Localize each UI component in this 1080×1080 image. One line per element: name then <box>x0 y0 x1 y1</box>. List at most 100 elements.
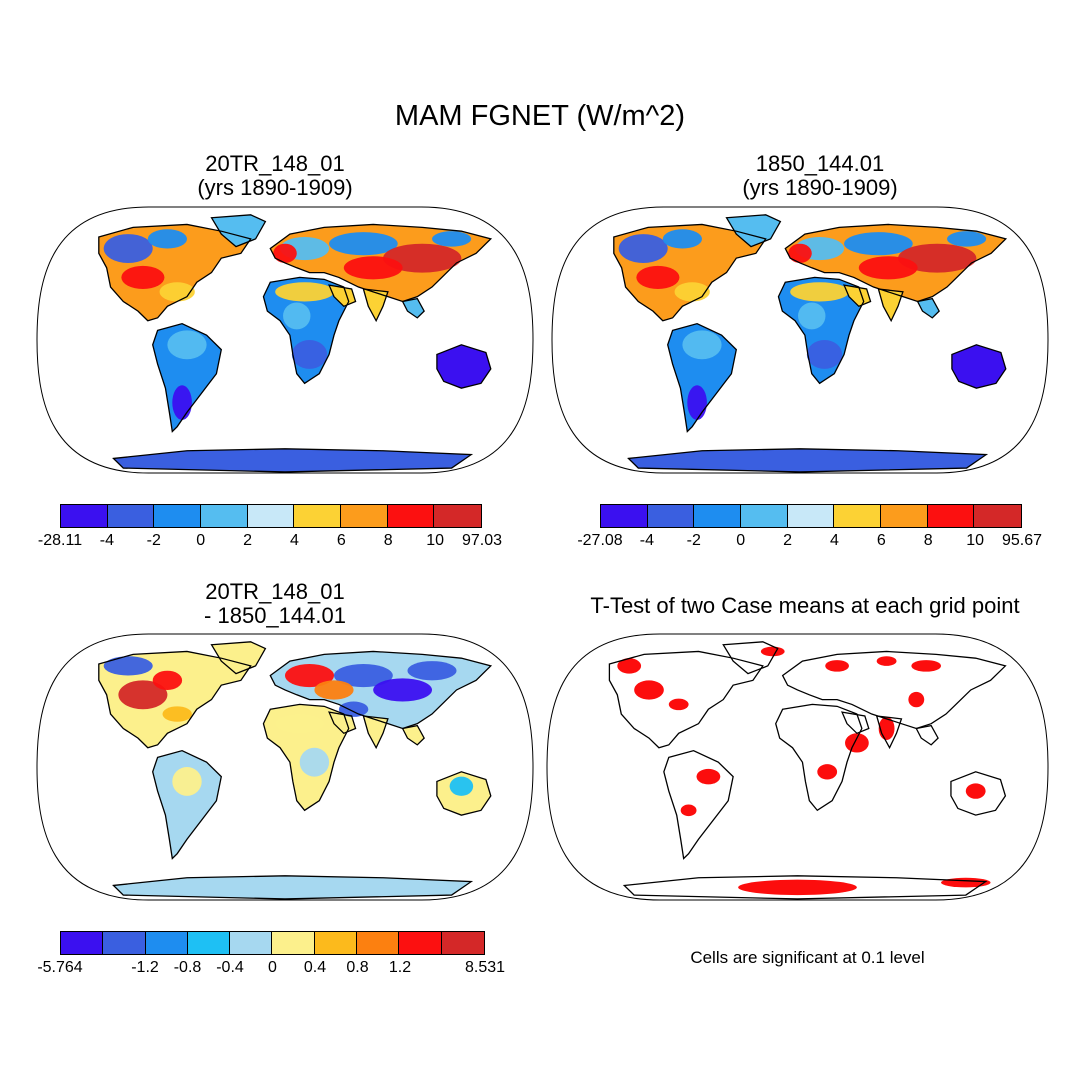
colorbar-box <box>272 932 315 954</box>
field-patch <box>172 767 202 796</box>
colorbar-label: 0.4 <box>303 959 327 976</box>
colorbar-box <box>434 505 482 527</box>
colorbar-label: -2 <box>146 532 161 549</box>
colorbar-label: 4 <box>829 532 839 549</box>
colorbar-box <box>145 932 188 954</box>
colorbar-label: 8 <box>383 532 393 549</box>
land-group <box>608 641 1007 900</box>
colorbar-label: -27.08 <box>577 532 623 549</box>
field-patch <box>449 776 474 796</box>
coastline-arabia <box>328 711 357 735</box>
colorbar-box <box>927 505 975 527</box>
map-border <box>546 633 1049 901</box>
coastline-southAmerica <box>663 749 734 860</box>
coastline-antarctica <box>112 448 474 473</box>
panel-2-title: 1850_144.01 (yrs 1890-1909) <box>680 152 960 200</box>
colorbar-box <box>107 505 155 527</box>
coastline-africa <box>775 703 863 812</box>
coastline-southAmerica <box>152 322 223 433</box>
field-patch <box>314 680 354 700</box>
land-australia <box>436 344 491 389</box>
panel-4-title-line1: T-Test of two Case means at each grid po… <box>590 593 1020 618</box>
colorbar-boxes <box>60 931 485 955</box>
colorbar-box <box>399 932 442 954</box>
coastline-europeAsia <box>781 650 1007 730</box>
coastline-australia <box>950 771 1007 816</box>
coastline-northAmerica <box>613 223 767 322</box>
field-patch <box>947 231 987 247</box>
coastline-seAsia <box>401 724 425 746</box>
colorbar-box <box>201 505 248 527</box>
land-antarctica <box>628 448 987 472</box>
colorbar-label: 8.531 <box>464 959 506 976</box>
land-india <box>363 288 388 321</box>
colorbar-boxes <box>600 504 1022 528</box>
map-content <box>608 641 1007 900</box>
colorbar-label: -1.2 <box>131 959 159 976</box>
panel-1-title-line2: (yrs 1890-1909) <box>197 175 353 200</box>
field-patch <box>687 385 707 420</box>
field-patch <box>738 879 857 896</box>
field-patch <box>121 265 165 289</box>
map-border <box>36 633 534 901</box>
coastline-greenland <box>210 641 267 675</box>
colorbar-label: 1.2 <box>388 959 412 976</box>
colorbar-label: 0 <box>196 532 206 549</box>
colorbar-panel-3: -5.764 -1.2 -0.8 -0.4 0 0.4 0.8 1.2 8.531 <box>37 931 505 981</box>
coastline-india <box>362 288 389 323</box>
coastline-africa <box>777 276 865 385</box>
colorbar-label: 0.8 <box>346 959 369 976</box>
field-patch <box>103 234 153 263</box>
coastline-australia <box>951 344 1007 389</box>
coastline-seAsia <box>915 724 939 746</box>
field-patch <box>788 243 812 263</box>
colorbar-label: -2 <box>686 532 701 549</box>
land-group <box>613 214 1008 473</box>
field-patch <box>273 243 297 263</box>
field-patch <box>760 646 785 657</box>
land-seAsia <box>916 725 939 745</box>
coastline-india <box>875 715 903 750</box>
colorbar-label: 6 <box>876 532 886 549</box>
field-patch <box>876 656 897 666</box>
field-patch <box>334 663 393 688</box>
map-panel-2 <box>551 206 1049 474</box>
panel-2-title-line1: 1850_144.01 <box>755 151 885 176</box>
colorbar-label: 6 <box>336 532 346 549</box>
coastline-greenland <box>210 214 267 248</box>
map-border <box>551 206 1049 474</box>
colorbar-label: 8 <box>923 532 933 549</box>
coastline-africa <box>262 703 350 812</box>
colorbar-label: -28.11 <box>37 532 83 549</box>
land-northAmerica <box>98 651 251 748</box>
colorbar-label: 2 <box>783 532 792 549</box>
colorbar-label: 4 <box>289 532 299 549</box>
field-patch <box>338 701 369 717</box>
land-india <box>363 715 388 748</box>
coastline-australia <box>436 344 492 389</box>
field-patch <box>682 330 722 360</box>
field-patch <box>118 680 168 710</box>
colorbar-label: -4 <box>99 532 114 549</box>
map-panel-3 <box>36 633 534 901</box>
panel-3-title: 20TR_148_01 - 1850_144.01 <box>135 580 415 628</box>
colorbar-box <box>294 505 342 527</box>
land-australia <box>951 344 1006 389</box>
field-patch <box>275 714 325 734</box>
coastline-india <box>362 715 389 750</box>
colorbar-box <box>881 505 928 527</box>
field-patch <box>285 663 334 688</box>
colorbar-box <box>387 505 435 527</box>
land-southAmerica <box>152 750 222 859</box>
field-patch <box>275 282 334 302</box>
panel-4-title: T-Test of two Case means at each grid po… <box>545 594 1065 618</box>
coastline-australia <box>436 771 492 816</box>
colorbar-box <box>647 505 695 527</box>
field-patch <box>617 658 642 674</box>
colorbar-box <box>787 505 835 527</box>
coastline-seAsia <box>401 297 425 319</box>
map-content <box>98 641 493 900</box>
colorbar-label: -4 <box>639 532 654 549</box>
land-group <box>98 214 493 473</box>
colorbar-label: -0.4 <box>216 959 244 976</box>
